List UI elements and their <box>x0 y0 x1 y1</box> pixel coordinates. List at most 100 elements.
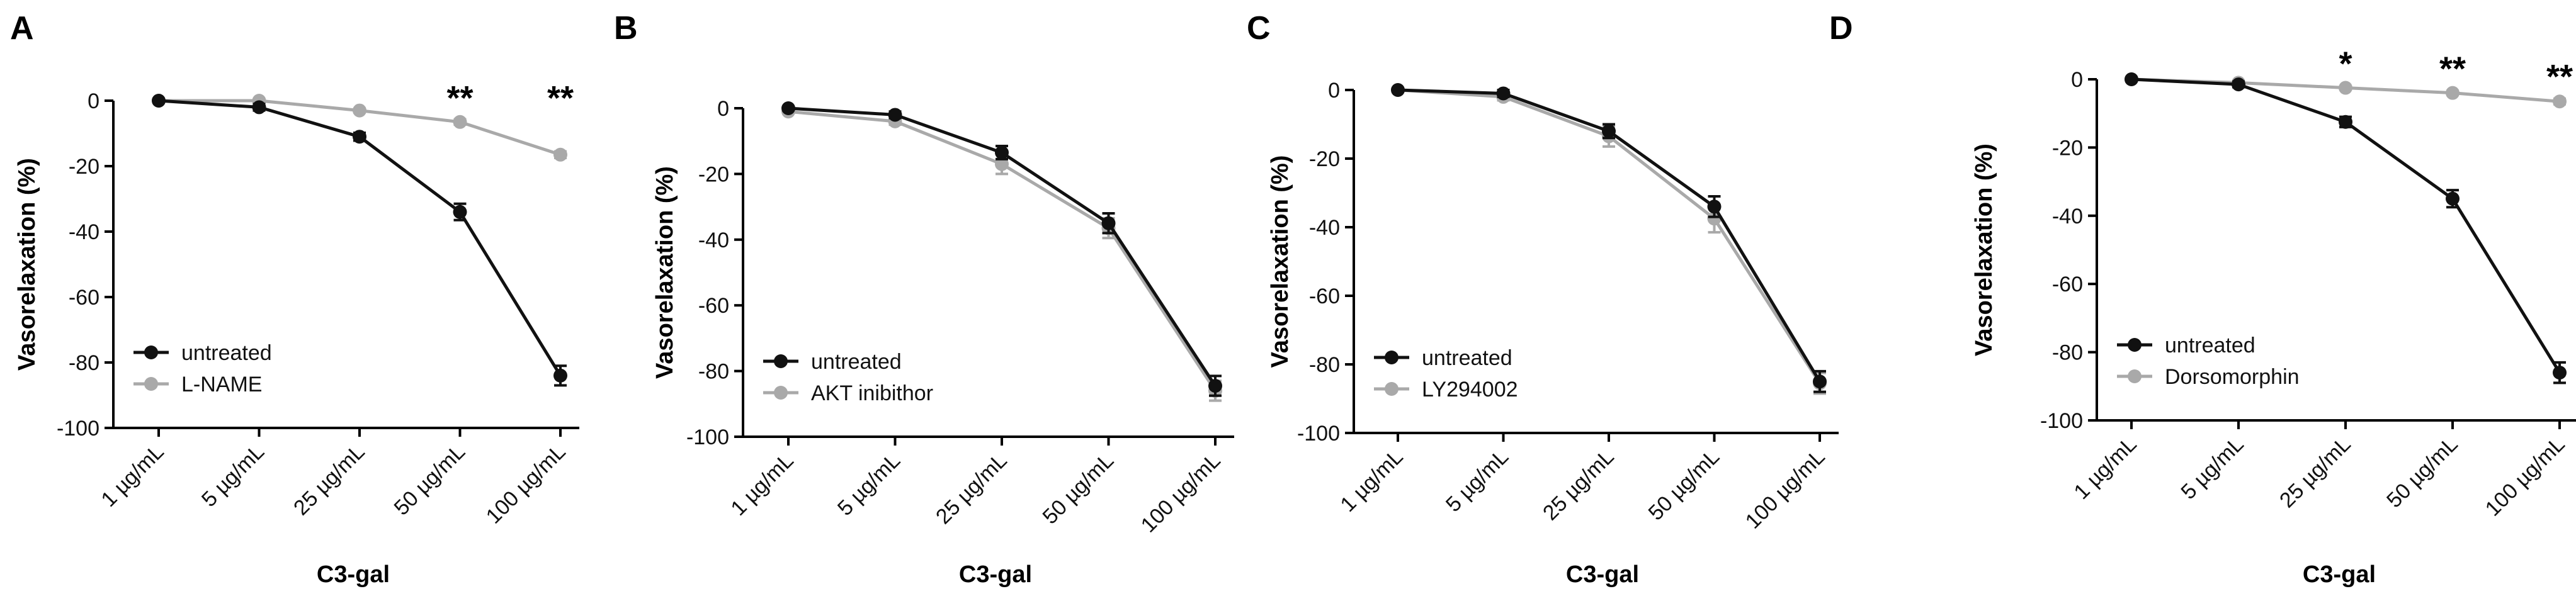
data-point <box>781 101 795 115</box>
data-point <box>252 100 266 115</box>
y-tick-label: -20 <box>698 162 729 186</box>
legend-swatch-marker <box>2128 369 2142 383</box>
data-point <box>2553 366 2567 380</box>
y-axis-label: Vasorelaxation (%) <box>1971 143 1997 356</box>
data-point <box>888 108 902 122</box>
y-tick-label: -80 <box>1309 353 1340 377</box>
data-point <box>995 157 1009 171</box>
x-axis-label: C3-gal <box>2303 561 2376 588</box>
data-point <box>995 145 1009 160</box>
significance-marker: ** <box>446 79 473 117</box>
x-tick-label: 1 µg/mL <box>96 440 168 512</box>
y-tick-label: -100 <box>2040 409 2083 433</box>
data-point <box>2339 115 2352 129</box>
y-tick-label: -20 <box>1309 147 1340 171</box>
y-tick-label: 0 <box>2071 68 2083 92</box>
y-tick-label: -60 <box>1309 284 1340 308</box>
legend-entry: untreated <box>1422 346 1512 370</box>
x-tick-label: 50 µg/mL <box>390 440 470 520</box>
panel-letter: D <box>1829 10 1853 47</box>
y-tick-label: -80 <box>69 351 99 375</box>
panel-letter: B <box>614 10 638 47</box>
x-tick-label: 25 µg/mL <box>1538 445 1619 525</box>
data-point <box>2232 77 2245 92</box>
y-tick-label: -60 <box>698 294 729 318</box>
y-tick-label: -100 <box>686 425 729 449</box>
x-tick-label: 1 µg/mL <box>726 449 798 520</box>
y-tick-label: 0 <box>717 97 729 121</box>
significance-marker: ** <box>547 79 574 117</box>
y-tick-label: -60 <box>2052 272 2083 296</box>
y-tick-label: -40 <box>69 220 99 244</box>
data-point <box>453 115 467 129</box>
data-point <box>1101 216 1116 230</box>
x-tick-label: 5 µg/mL <box>2176 432 2248 504</box>
x-tick-label: 100 µg/mL <box>1741 445 1830 534</box>
legend-entry: Dorsomorphin <box>2165 365 2300 389</box>
legend-swatch-marker <box>144 345 158 359</box>
legend-swatch-marker <box>774 386 788 400</box>
significance-marker: ** <box>2546 58 2573 96</box>
data-point <box>353 130 366 144</box>
y-tick-label: -100 <box>1297 422 1340 446</box>
legend-swatch-marker <box>2128 338 2142 352</box>
y-tick-label: -80 <box>698 360 729 384</box>
y-tick-label: -40 <box>698 228 729 252</box>
data-point <box>1208 379 1222 393</box>
y-tick-label: -60 <box>69 286 99 310</box>
legend-entry: untreated <box>811 350 902 374</box>
panel-letter: A <box>10 10 34 47</box>
data-point <box>553 368 567 383</box>
y-tick-label: -40 <box>2052 205 2083 228</box>
significance-marker: ** <box>2439 50 2466 88</box>
y-axis-label: Vasorelaxation (%) <box>652 166 678 379</box>
x-axis-label: C3-gal <box>1566 561 1639 588</box>
data-point <box>453 205 467 219</box>
x-tick-label: 100 µg/mL <box>2481 432 2570 521</box>
y-axis-label: Vasorelaxation (%) <box>1267 155 1293 368</box>
y-tick-label: 0 <box>1328 79 1340 103</box>
x-tick-label: 50 µg/mL <box>1644 445 1725 525</box>
data-point <box>553 147 567 162</box>
legend-entry: untreated <box>2165 334 2255 357</box>
data-point <box>152 94 166 108</box>
y-tick-label: 0 <box>88 89 99 113</box>
data-point <box>2339 81 2352 95</box>
y-tick-label: -20 <box>2052 136 2083 160</box>
y-tick-label: -20 <box>69 155 99 179</box>
x-tick-label: 1 µg/mL <box>2069 432 2141 504</box>
data-point <box>353 103 366 118</box>
legend-swatch-marker <box>1385 382 1399 396</box>
x-tick-label: 100 µg/mL <box>1137 449 1225 537</box>
x-tick-label: 50 µg/mL <box>1038 449 1119 529</box>
data-point <box>2553 94 2567 109</box>
legend-entry: LY294002 <box>1422 378 1518 402</box>
x-tick-label: 1 µg/mL <box>1336 445 1407 517</box>
x-tick-label: 5 µg/mL <box>833 449 905 520</box>
x-tick-label: 25 µg/mL <box>2275 432 2356 513</box>
legend-swatch-marker <box>1385 351 1399 364</box>
legend-entry: L-NAME <box>181 373 262 396</box>
data-point <box>1602 124 1616 138</box>
x-tick-label: 5 µg/mL <box>1441 445 1513 517</box>
data-point <box>1707 199 1722 214</box>
data-point <box>2125 72 2138 86</box>
data-point <box>2446 191 2460 206</box>
x-axis-label: C3-gal <box>959 561 1032 588</box>
y-tick-label: -100 <box>57 417 99 441</box>
x-tick-label: 5 µg/mL <box>197 440 269 512</box>
x-axis-label: C3-gal <box>317 561 390 588</box>
significance-marker: * <box>2339 45 2352 83</box>
legend-entry: untreated <box>181 341 272 365</box>
y-axis-label: Vasorelaxation (%) <box>14 158 40 371</box>
y-tick-label: -80 <box>2052 341 2083 365</box>
panel-letter: C <box>1247 10 1271 47</box>
y-tick-label: -40 <box>1309 216 1340 240</box>
data-point <box>1813 374 1827 389</box>
data-point <box>1391 83 1405 97</box>
